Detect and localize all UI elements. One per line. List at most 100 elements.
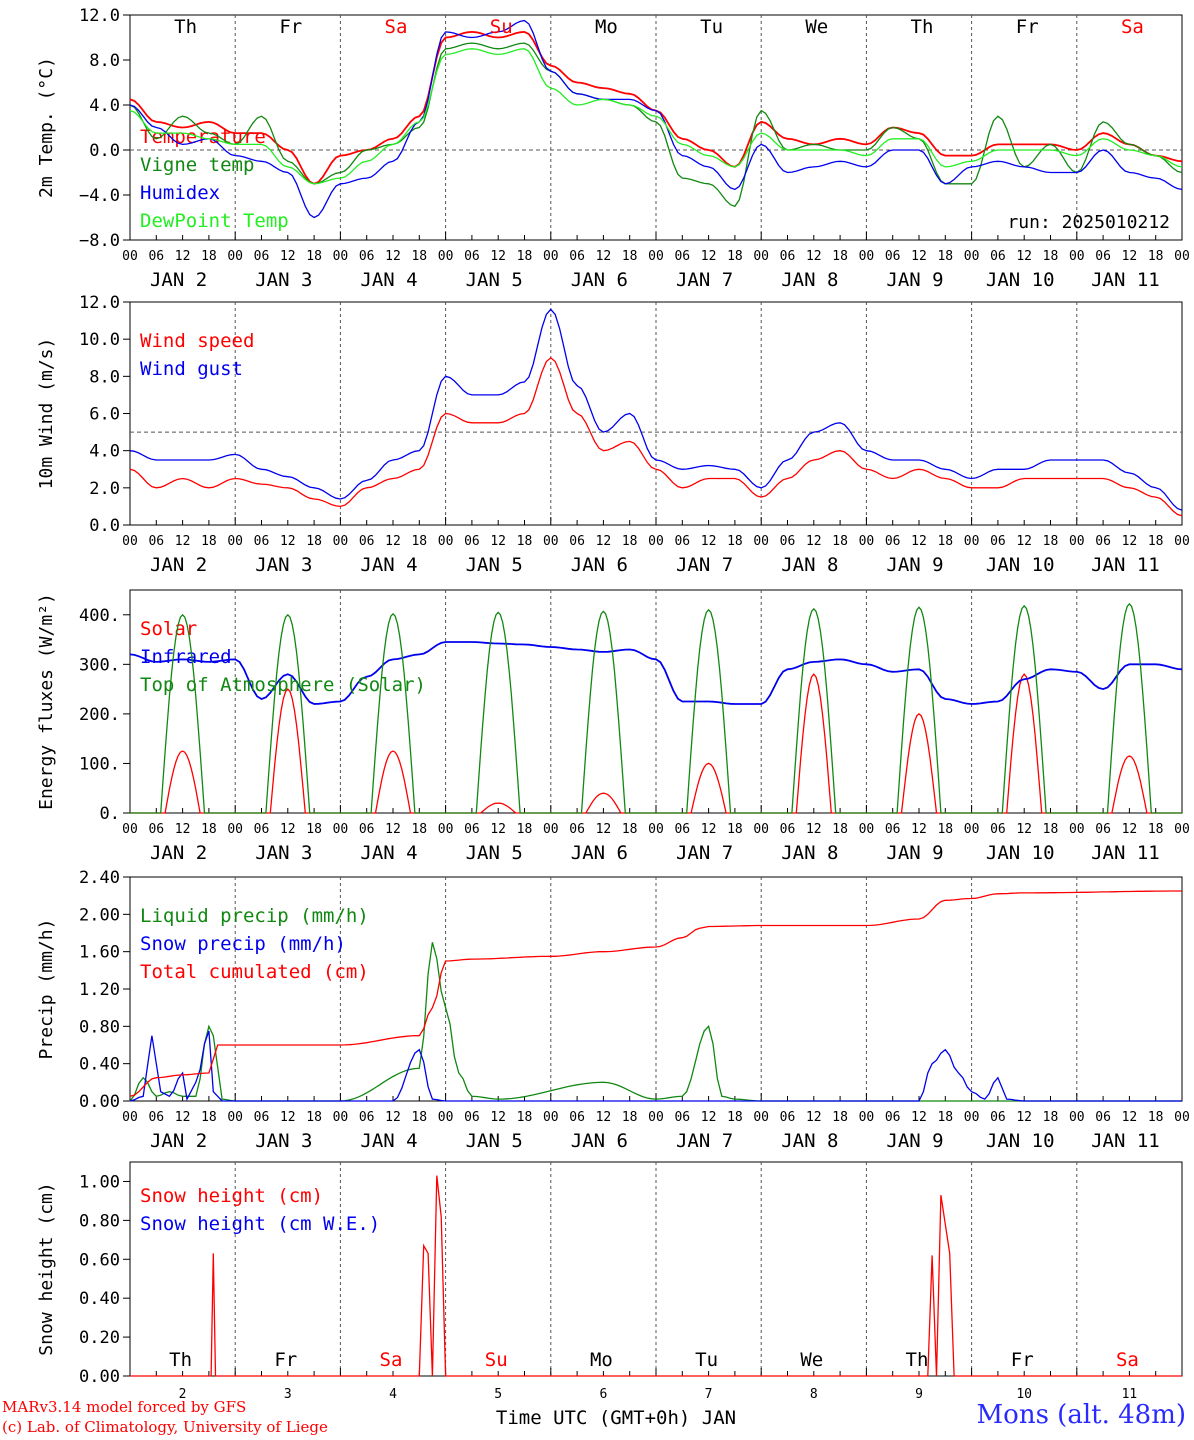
- x-hour-label: 06: [569, 1110, 585, 1125]
- x-hour-label: 00: [227, 534, 243, 549]
- x-date-label: JAN 8: [781, 1130, 838, 1152]
- x-hour-label: 12: [806, 822, 822, 837]
- x-hour-label: 06: [990, 534, 1006, 549]
- x-hour-label: 12: [490, 1110, 506, 1125]
- x-hour-label: 18: [937, 1110, 953, 1125]
- day-number: 6: [599, 1387, 607, 1402]
- y-tick-label: 0.00: [79, 1092, 120, 1112]
- x-date-label: JAN 4: [360, 269, 417, 291]
- x-date-label: JAN 7: [676, 1130, 733, 1152]
- day-name: Tu: [700, 16, 723, 38]
- x-hour-label: 06: [464, 1110, 480, 1125]
- y-tick-label: 2.40: [79, 868, 120, 888]
- x-hour-label: 12: [1016, 249, 1032, 264]
- x-hour-label: 00: [753, 822, 769, 837]
- x-hour-label: 00: [438, 1110, 454, 1125]
- x-hour-label: 06: [885, 534, 901, 549]
- series-line-green: [130, 602, 1182, 814]
- x-hour-label: 18: [306, 249, 322, 264]
- x-hour-label: 12: [385, 534, 401, 549]
- y-axis-title: Precip (mm/h): [36, 919, 57, 1060]
- x-hour-label: 06: [780, 1110, 796, 1125]
- x-hour-label: 18: [201, 1110, 217, 1125]
- x-date-label: JAN 7: [676, 842, 733, 864]
- x-date-label: JAN 11: [1091, 1130, 1160, 1152]
- day-name: Mo: [590, 1349, 613, 1371]
- x-hour-label: 12: [596, 534, 612, 549]
- x-hour-label: 12: [806, 1110, 822, 1125]
- x-hour-label: 00: [1174, 822, 1190, 837]
- legend-entry: Snow height (cm): [140, 1185, 323, 1207]
- day-name: Fr: [274, 1349, 297, 1371]
- x-hour-label: 00: [333, 822, 349, 837]
- x-hour-label: 06: [359, 249, 375, 264]
- y-tick-label: 0.40: [79, 1289, 120, 1309]
- x-hour-label: 12: [1122, 822, 1138, 837]
- x-hour-label: 06: [254, 1110, 270, 1125]
- x-hour-label: 06: [569, 822, 585, 837]
- x-hour-label: 12: [596, 1110, 612, 1125]
- x-date-label: JAN 4: [360, 842, 417, 864]
- x-hour-label: 12: [701, 822, 717, 837]
- x-hour-label: 00: [859, 1110, 875, 1125]
- day-number: 7: [705, 1387, 713, 1402]
- x-hour-label: 06: [885, 822, 901, 837]
- x-hour-label: 06: [780, 822, 796, 837]
- x-hour-label: 18: [622, 534, 638, 549]
- x-date-label: JAN 9: [886, 842, 943, 864]
- day-name: Th: [174, 16, 197, 38]
- x-hour-label: 18: [517, 1110, 533, 1125]
- x-hour-label: 12: [490, 249, 506, 264]
- x-hour-label: 12: [175, 822, 191, 837]
- x-hour-label: 06: [359, 534, 375, 549]
- x-hour-label: 00: [543, 822, 559, 837]
- day-name: Fr: [1011, 1349, 1034, 1371]
- x-hour-label: 06: [254, 822, 270, 837]
- x-hour-label: 00: [1174, 1110, 1190, 1125]
- x-date-label: JAN 8: [781, 554, 838, 576]
- x-hour-label: 06: [1095, 1110, 1111, 1125]
- x-hour-label: 06: [1095, 249, 1111, 264]
- legend-entry: Total cumulated (cm): [140, 961, 369, 983]
- x-hour-label: 06: [674, 534, 690, 549]
- x-hour-label: 12: [701, 534, 717, 549]
- x-date-label: JAN 2: [150, 842, 207, 864]
- x-hour-label: 12: [1122, 249, 1138, 264]
- x-hour-label: 00: [333, 534, 349, 549]
- x-axis-title: Time UTC (GMT+0h) JAN: [496, 1407, 736, 1429]
- x-hour-label: 00: [122, 249, 138, 264]
- x-hour-label: 00: [859, 822, 875, 837]
- x-date-label: JAN 6: [571, 554, 628, 576]
- x-hour-label: 18: [1148, 534, 1164, 549]
- x-hour-label: 00: [964, 534, 980, 549]
- x-hour-label: 00: [1069, 822, 1085, 837]
- x-hour-label: 12: [596, 249, 612, 264]
- x-hour-label: 18: [411, 822, 427, 837]
- x-date-label: JAN 10: [986, 554, 1055, 576]
- x-hour-label: 06: [885, 1110, 901, 1125]
- x-hour-label: 00: [122, 1110, 138, 1125]
- y-axis-title: Energy fluxes (W/m²): [36, 593, 57, 810]
- x-date-label: JAN 7: [676, 554, 733, 576]
- x-hour-label: 00: [964, 249, 980, 264]
- x-hour-label: 00: [1174, 534, 1190, 549]
- x-hour-label: 06: [254, 534, 270, 549]
- x-hour-label: 18: [411, 249, 427, 264]
- x-date-label: JAN 10: [986, 269, 1055, 291]
- x-hour-label: 18: [1043, 534, 1059, 549]
- y-tick-label: 1.60: [79, 943, 120, 963]
- y-tick-label: 0.0: [89, 141, 120, 161]
- y-tick-label: 0.40: [79, 1055, 120, 1075]
- x-hour-label: 18: [1148, 1110, 1164, 1125]
- x-hour-label: 06: [148, 1110, 164, 1125]
- y-tick-label: 8.0: [89, 51, 120, 71]
- y-tick-label: 0.20: [79, 1328, 120, 1348]
- day-name: We: [805, 16, 828, 38]
- y-tick-label: 0.80: [79, 1211, 120, 1231]
- x-hour-label: 12: [175, 1110, 191, 1125]
- y-tick-label: 0.00: [79, 1367, 120, 1387]
- day-name: Fr: [279, 16, 302, 38]
- x-hour-label: 18: [1043, 249, 1059, 264]
- y-tick-label: 2.0: [89, 479, 120, 499]
